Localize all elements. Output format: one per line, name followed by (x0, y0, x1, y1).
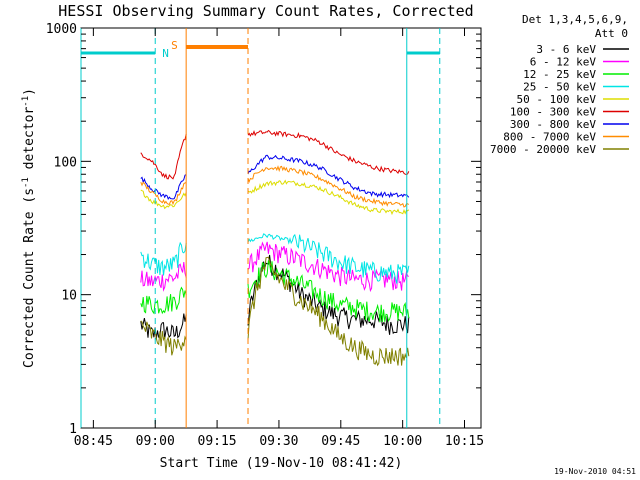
axis-layer: 08:45 09:00 09:15 09:30 09:45 10:00 10:15 1 10 10… (46, 22, 484, 449)
series-line-3 (247, 260, 410, 323)
series-line-9 (140, 320, 187, 356)
series-line-6 (247, 129, 410, 176)
series-layer (140, 129, 410, 367)
marker-layer: NS (80, 28, 441, 428)
x-tick-label: 10:00 (383, 434, 422, 449)
y-tick-label: 1000 (46, 22, 77, 37)
series-line-4 (247, 233, 410, 284)
x-tick-label: 09:45 (321, 434, 360, 449)
legend-label-1: 3 - 6 keV (536, 43, 596, 56)
x-tick-label: 08:45 (74, 434, 113, 449)
legend-title-line2: Att 0 (595, 27, 628, 40)
legend-label-2: 6 - 12 keV (530, 56, 597, 69)
legend-label-9: 7000 - 20000 keV (490, 143, 596, 156)
series-line-1 (140, 313, 187, 340)
legend-label-3: 12 - 25 keV (523, 68, 596, 81)
legend-label-6: 100 - 300 keV (510, 106, 596, 119)
chart-title: HESSI Observing Summary Count Rates, Cor… (58, 2, 473, 20)
y-tick-label: 100 (54, 155, 77, 170)
series-line-6 (140, 133, 187, 180)
y-tick-label: 10 (61, 289, 77, 304)
footer-date: 19-Nov-2010 04:51 (554, 467, 636, 476)
series-line-8 (247, 165, 410, 208)
night-label: N (162, 47, 169, 60)
x-tick-label: 09:30 (259, 434, 298, 449)
series-line-5 (247, 179, 410, 216)
y-axis-label: Corrected Count Rate (s-1 detector-1) (21, 88, 37, 368)
x-axis-label: Start Time (19-Nov-10 08:41:42) (160, 456, 403, 471)
series-line-3 (140, 286, 187, 315)
legend-label-4: 25 - 50 keV (523, 81, 596, 94)
saa-label: S (171, 39, 178, 52)
series-line-8 (140, 181, 187, 206)
x-tick-label: 09:00 (136, 434, 175, 449)
x-tick-label: 09:15 (198, 434, 237, 449)
legend-label-7: 300 - 800 keV (510, 118, 596, 131)
series-line-1 (247, 254, 410, 335)
series-line-5 (140, 189, 187, 210)
legend-label-5: 50 - 100 keV (517, 93, 597, 106)
series-line-9 (247, 256, 410, 367)
series-line-7 (247, 154, 410, 199)
legend-label-8: 800 - 7000 keV (503, 131, 596, 144)
y-tick-label: 1 (69, 422, 77, 437)
series-line-4 (140, 241, 187, 276)
series-line-2 (140, 262, 187, 292)
plot-frame (80, 27, 482, 429)
x-tick-label: 10:15 (445, 434, 484, 449)
legend-title-line1: Det 1,3,4,5,6,9, (522, 13, 628, 26)
